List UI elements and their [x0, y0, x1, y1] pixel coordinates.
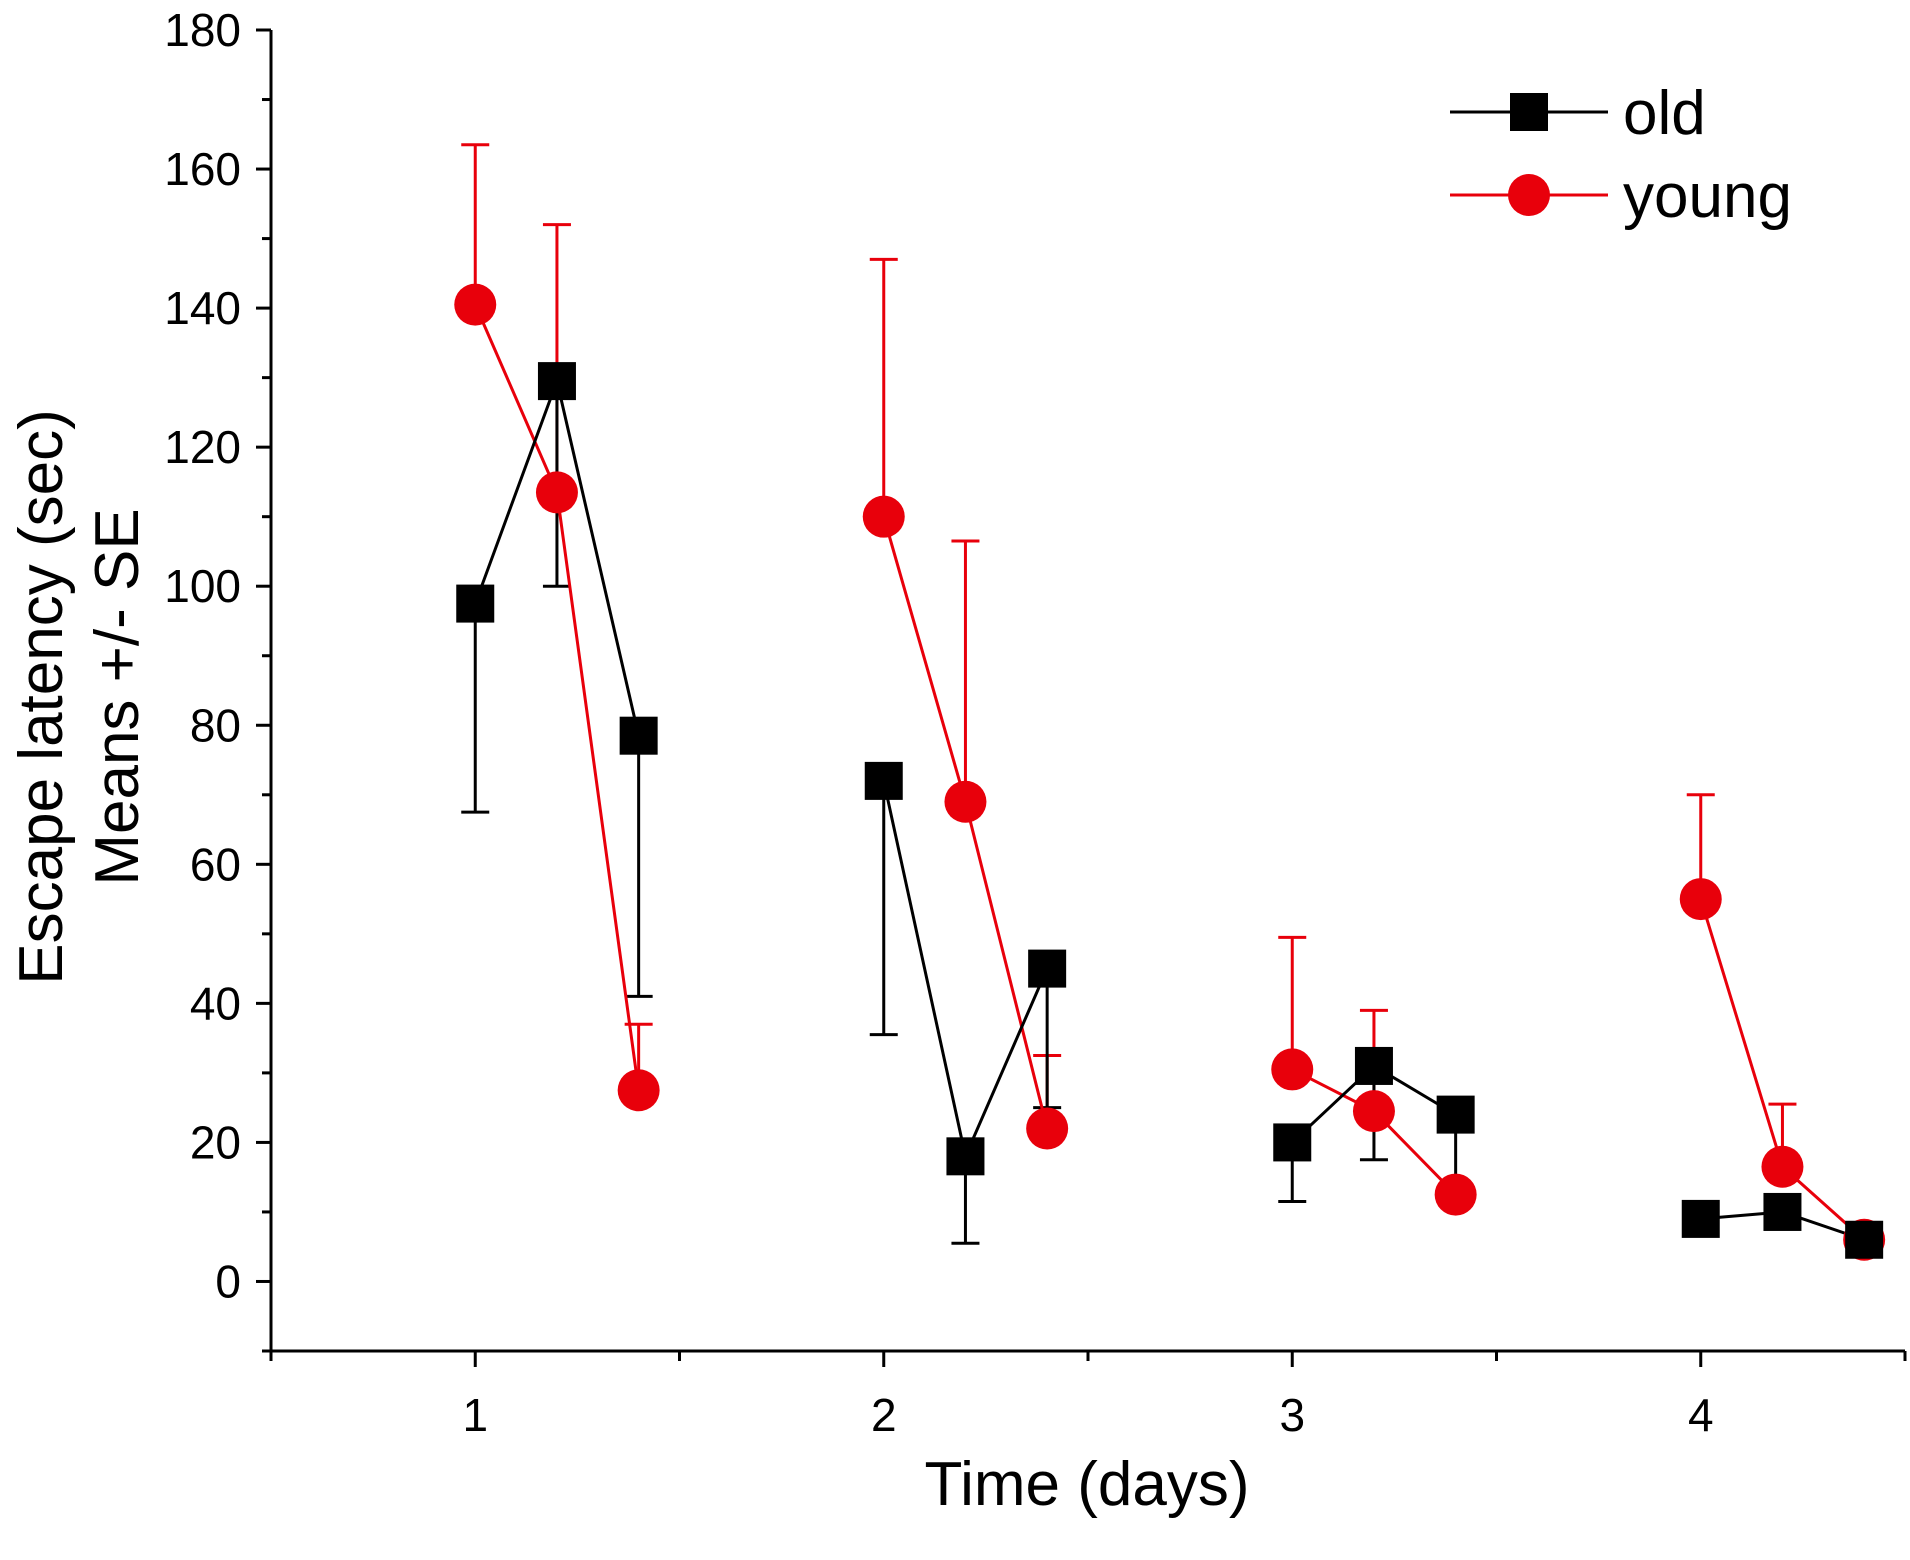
x-tick-label: 3: [1279, 1389, 1305, 1441]
old-markers: [456, 362, 1884, 1259]
x-tick-label: 1: [462, 1389, 488, 1441]
old-data-point: [537, 362, 576, 401]
y-tick-label: 80: [190, 699, 241, 751]
young-data-point: [944, 780, 987, 823]
young-data-point: [535, 471, 578, 514]
young-series-line: [1699, 898, 1866, 1241]
x-axis-title: Time (days): [925, 1450, 1250, 1519]
old-data-point: [946, 1137, 985, 1176]
legend: old young: [1450, 79, 1792, 231]
young-lines: [473, 304, 1866, 1241]
y-tick-label: 180: [164, 4, 241, 56]
y-tick-label: 100: [164, 560, 241, 612]
young-data-point: [1761, 1145, 1804, 1188]
legend-marker-young: [1508, 174, 1550, 216]
old-lines: [473, 375, 1865, 1242]
young-error-bars: [461, 143, 1797, 1167]
y-axis-title-line-1: Escape latency (sec): [7, 409, 76, 984]
old-data-point: [864, 761, 903, 800]
tick-marks: [256, 28, 1907, 1367]
y-tick-label: 160: [164, 143, 241, 195]
young-data-point: [1026, 1107, 1069, 1150]
y-tick-label: 60: [190, 838, 241, 890]
old-data-point: [456, 584, 495, 623]
x-tick-label: 2: [871, 1389, 897, 1441]
series-layer: [454, 143, 1886, 1261]
legend-marker-old: [1510, 93, 1548, 131]
y-tick-label: 40: [190, 977, 241, 1029]
young-data-point: [617, 1069, 660, 1112]
y-axis-title-line-2: Means +/- SE: [83, 508, 152, 885]
old-data-point: [1845, 1220, 1884, 1259]
old-data-point: [1763, 1192, 1802, 1231]
x-tick-label: 4: [1688, 1389, 1714, 1441]
y-tick-label: 120: [164, 421, 241, 473]
young-data-point: [1679, 878, 1722, 921]
young-data-point: [862, 495, 905, 538]
legend-label-old: old: [1623, 79, 1706, 148]
young-markers: [454, 283, 1886, 1261]
old-data-point: [1028, 949, 1067, 988]
y-tick-label: 140: [164, 282, 241, 334]
young-data-point: [454, 283, 497, 326]
legend-label-young: young: [1623, 162, 1792, 231]
young-data-point: [1271, 1048, 1314, 1091]
old-data-point: [1436, 1095, 1475, 1134]
y-tick-label: 0: [215, 1255, 241, 1307]
old-data-point: [1681, 1199, 1720, 1238]
old-data-point: [619, 716, 658, 755]
tick-labels: 0 20 40 60 80 100 120 140 160 180 1 2 3 4: [164, 4, 1713, 1441]
old-data-point: [1354, 1046, 1393, 1085]
old-series-line: [882, 780, 1049, 1162]
young-data-point: [1434, 1173, 1477, 1216]
y-tick-label: 20: [190, 1116, 241, 1168]
young-data-point: [1352, 1090, 1395, 1133]
old-data-point: [1273, 1123, 1312, 1162]
